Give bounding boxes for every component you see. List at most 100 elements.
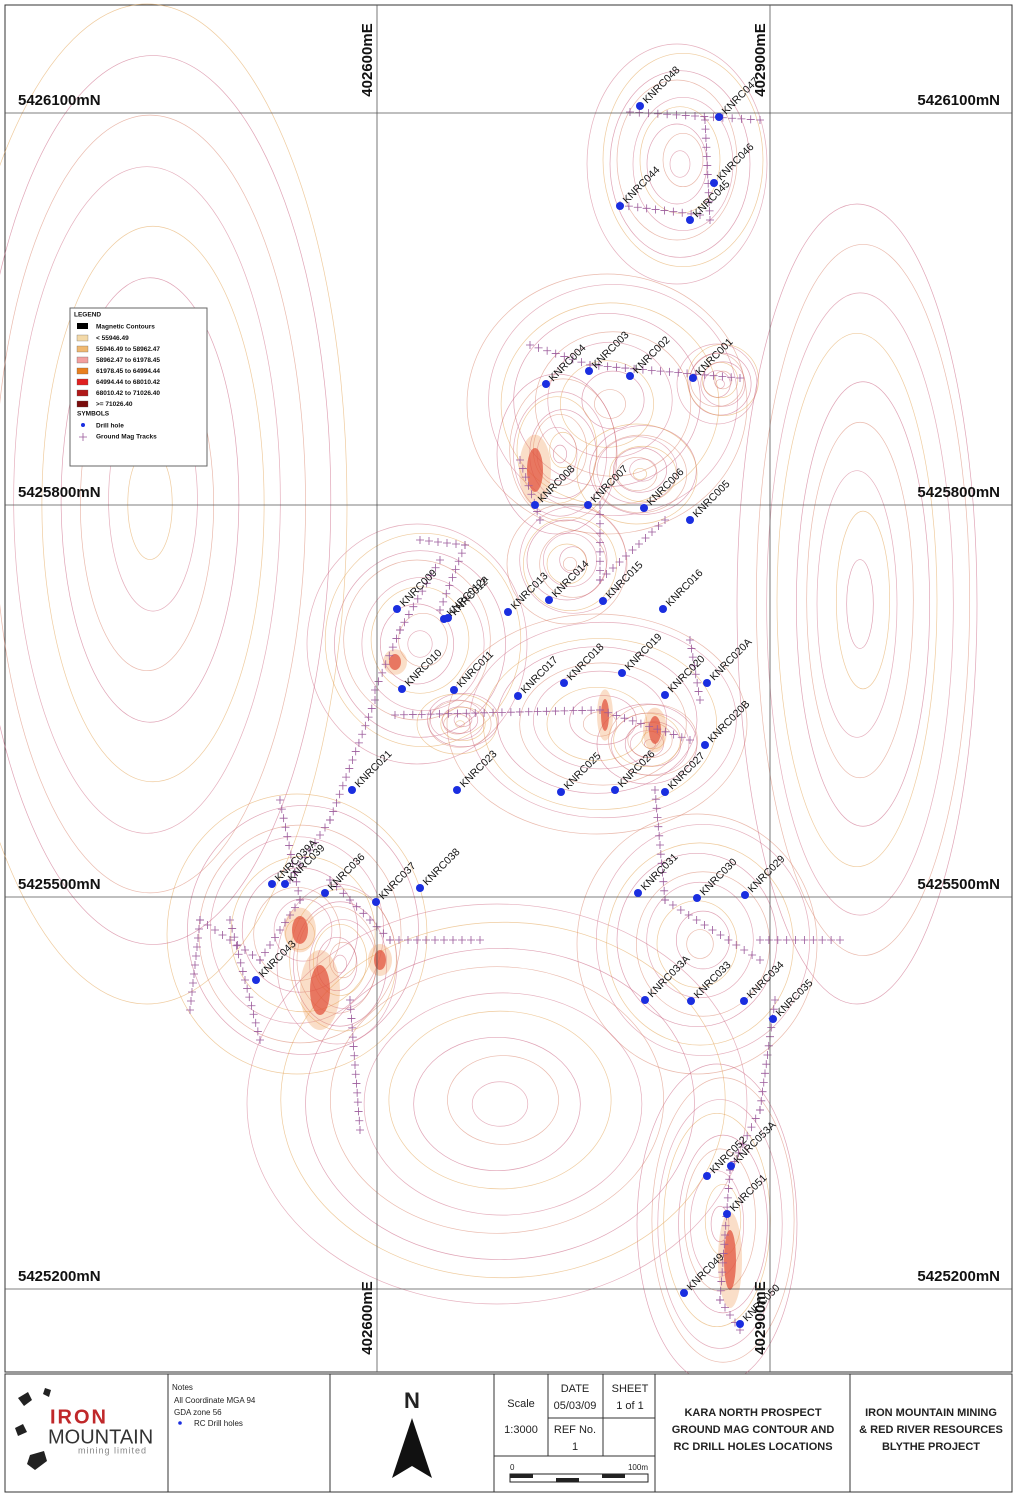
drill-hole: [398, 685, 406, 693]
drill-hole: [618, 669, 626, 677]
legend-label: 68010.42 to 71026.40: [96, 390, 160, 397]
legend-symbol: [81, 423, 85, 427]
drill-hole: [252, 976, 260, 984]
drill-hole: [701, 741, 709, 749]
scale-bar-label: 100m: [628, 1463, 648, 1472]
legend-swatch: [77, 323, 88, 329]
legend-swatch: [77, 357, 88, 363]
legend-heading: Magnetic Contours: [96, 324, 155, 331]
drill-hole: [661, 788, 669, 796]
legend-box: [70, 308, 207, 466]
sheet-value: 1 of 1: [616, 1400, 644, 1412]
legend-title: LEGEND: [74, 312, 101, 319]
drill-hole: [531, 501, 539, 509]
drill-hole: [281, 880, 289, 888]
contour-hot: [300, 950, 340, 1030]
note: Notes: [172, 1383, 193, 1392]
drill-hole: [703, 1172, 711, 1180]
drill-hole: [715, 113, 723, 121]
logo-tagline: mining limited: [78, 1445, 147, 1455]
drill-hole: [372, 898, 380, 906]
drill-hole: [741, 891, 749, 899]
company: IRON MOUNTAIN MINING: [865, 1407, 997, 1419]
company: BLYTHE PROJECT: [882, 1441, 980, 1453]
scale-label: Scale: [507, 1398, 535, 1410]
northing-label: 5425500mN: [917, 876, 1000, 893]
drill-hole: [321, 889, 329, 897]
legend: LEGENDMagnetic Contours< 55946.4955946.4…: [70, 308, 207, 466]
drill-hole: [514, 692, 522, 700]
northing-label: 5425800mN: [18, 484, 101, 501]
northing-label: 5425500mN: [18, 876, 101, 893]
drill-hole: [769, 1015, 777, 1023]
drill-hole: [703, 679, 711, 687]
drill-hole: [611, 786, 619, 794]
northing-label: 5425200mN: [917, 1268, 1000, 1285]
northing-label: 5425800mN: [917, 484, 1000, 501]
contour-hot: [383, 649, 407, 675]
drill-hole: [736, 1320, 744, 1328]
drill-hole: [687, 997, 695, 1005]
sheet-label: SHEET: [612, 1383, 649, 1395]
note: RC Drill holes: [194, 1419, 243, 1428]
drill-hole: [545, 596, 553, 604]
northing-label: 5426100mN: [917, 92, 1000, 109]
legend-swatch: [77, 368, 88, 374]
drill-hole: [416, 884, 424, 892]
drill-hole: [453, 786, 461, 794]
drill-hole: [727, 1162, 735, 1170]
drill-hole: [268, 880, 276, 888]
legend-swatch: [77, 390, 88, 396]
drill-hole: [693, 894, 701, 902]
legend-swatch: [77, 401, 88, 407]
contour-hot: [597, 689, 613, 740]
drill-hole: [686, 216, 694, 224]
date-label: DATE: [561, 1383, 590, 1395]
easting-label: 402600mE: [359, 1281, 376, 1354]
drill-hole: [634, 889, 642, 897]
title-block: IRON MOUNTAIN mining limited Notes All C…: [5, 1374, 1012, 1492]
drill-hole: [585, 367, 593, 375]
legend-label: < 55946.49: [96, 335, 129, 342]
drill-hole: [504, 608, 512, 616]
project-title: KARA NORTH PROSPECT: [684, 1407, 821, 1419]
legend-swatch: [77, 379, 88, 385]
drill-hole: [661, 691, 669, 699]
drill-hole: [626, 372, 634, 380]
ref-label: REF No.: [554, 1424, 596, 1436]
drill-hole: [636, 102, 644, 110]
legend-label: >= 71026.40: [96, 401, 133, 408]
project-title: GROUND MAG CONTOUR AND: [672, 1424, 835, 1436]
drill-hole: [723, 1210, 731, 1218]
drill-hole: [659, 605, 667, 613]
drill-hole: [450, 686, 458, 694]
legend-label: Drill hole: [96, 423, 124, 430]
drill-hole: [740, 997, 748, 1005]
drill-hole: [680, 1289, 688, 1297]
contour-hot: [368, 944, 392, 976]
legend-heading: SYMBOLS: [77, 411, 110, 418]
drill-hole: [640, 504, 648, 512]
drill-hole: [599, 597, 607, 605]
legend-swatch: [77, 335, 88, 341]
note-symbol: [178, 1421, 182, 1425]
legend-swatch: [77, 346, 88, 352]
legend-label: 58962.47 to 61978.45: [96, 357, 160, 364]
north-label: N: [404, 1388, 420, 1413]
drill-hole: [542, 380, 550, 388]
easting-label: 402600mE: [359, 23, 376, 96]
drill-hole: [689, 374, 697, 382]
scale-value: 1:3000: [504, 1424, 538, 1436]
drill-hole: [557, 788, 565, 796]
note: GDA zone 56: [174, 1408, 222, 1417]
contour-hot: [643, 708, 667, 753]
drill-hole: [641, 996, 649, 1004]
drill-hole: [584, 501, 592, 509]
logo-word: IRON: [50, 1406, 108, 1428]
drill-hole: [616, 202, 624, 210]
legend-label: 64994.44 to 68010.42: [96, 379, 160, 386]
ref-value: 1: [572, 1441, 578, 1453]
date-value: 05/03/09: [554, 1400, 597, 1412]
legend-label: Ground Mag Tracks: [96, 434, 157, 441]
drill-hole: [560, 679, 568, 687]
